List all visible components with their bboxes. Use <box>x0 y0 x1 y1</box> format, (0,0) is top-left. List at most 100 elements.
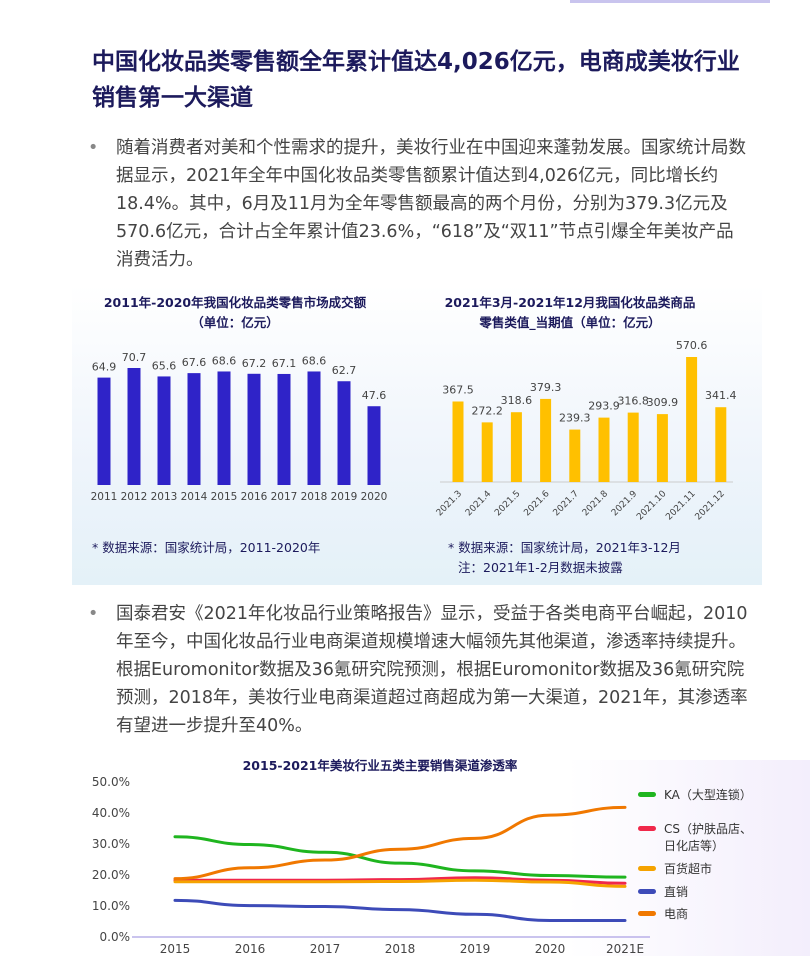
data-label: 67.6 <box>182 356 207 369</box>
legend-label: CS（护肤品店、 <box>664 822 752 836</box>
legend-item-ecommerce: 电商 <box>638 905 752 927</box>
bar <box>540 398 552 482</box>
legend-label: 百货超市 <box>664 862 713 876</box>
y-tick-label: 30.0% <box>92 837 130 851</box>
x-tick-label: 2014 <box>181 491 208 503</box>
bar <box>217 371 231 485</box>
chart3-legend: KA（大型连锁） CS（护肤品店、 日化店等） 百货超市 直销 电商 <box>638 786 752 927</box>
x-tick-label: 2021.4 <box>464 489 494 519</box>
x-tick-label: 2021E <box>606 942 644 956</box>
data-label: 367.5 <box>442 383 474 396</box>
data-label: 47.6 <box>362 389 387 402</box>
data-label: 316.8 <box>617 395 649 408</box>
bar <box>277 373 291 485</box>
data-label: 68.6 <box>302 354 327 367</box>
data-label: 341.4 <box>705 389 737 402</box>
bar <box>452 401 464 482</box>
legend-item-direct-sales: 直销 <box>638 883 752 905</box>
bar <box>715 407 727 482</box>
paragraph-2: • 国泰君安《2021年化妆品行业策略报告》显示，受益于各类电商平台崛起，201… <box>88 600 748 740</box>
y-tick-label: 0.0% <box>100 930 131 944</box>
legend-swatch <box>638 866 656 871</box>
x-tick-label: 2015 <box>211 491 238 503</box>
chart3-title: 2015-2021年美妆行业五类主要销售渠道渗透率 <box>242 758 518 773</box>
legend-swatch <box>638 911 656 916</box>
bar <box>686 357 698 482</box>
bar <box>307 371 321 485</box>
legend-swatch <box>638 792 656 797</box>
bar <box>656 414 668 482</box>
legend-item-cs: CS（护肤品店、 日化店等） <box>638 820 752 860</box>
data-label: 570.6 <box>676 339 708 352</box>
x-tick-label: 2021.10 <box>635 489 669 523</box>
x-tick-label: 2021.11 <box>664 489 697 522</box>
bar <box>367 406 381 485</box>
bar <box>97 377 111 485</box>
x-tick-label: 2021.12 <box>694 489 727 522</box>
x-tick-label: 2011 <box>91 491 118 503</box>
data-label: 62.7 <box>332 364 357 377</box>
data-label: 309.9 <box>647 396 679 409</box>
data-label: 70.7 <box>122 351 147 364</box>
data-label: 67.1 <box>272 357 297 370</box>
bar <box>187 373 201 485</box>
bar <box>481 422 493 482</box>
page-title: 中国化妆品类零售额全年累计值达4,026亿元，电商成美妆行业销售第一大渠道 <box>92 49 740 111</box>
legend-label: KA（大型连锁） <box>664 788 752 802</box>
chart1-title-line: 2011年-2020年我国化妆品类零售市场成交额 <box>103 295 367 310</box>
data-label: 379.3 <box>530 381 562 394</box>
x-tick-label: 2018 <box>301 491 328 503</box>
legend-item-ka: KA（大型连锁） <box>638 786 752 820</box>
legend-swatch <box>638 889 656 894</box>
bullet-icon: • <box>88 604 99 624</box>
chart2-title-line: 2021年3月-2021年12月我国化妆品类商品 <box>444 295 696 310</box>
legend-label: 直销 <box>664 885 689 899</box>
x-tick-label: 2020 <box>361 491 388 503</box>
chart2-source-note: * 数据来源：国家统计局，2021年3-12月 <box>448 540 681 555</box>
legend-label: 日化店等） <box>664 839 725 853</box>
y-tick-label: 50.0% <box>92 775 130 789</box>
bar <box>510 412 522 482</box>
bar <box>569 429 581 482</box>
series-line <box>173 878 627 888</box>
x-tick-label: 2021.7 <box>552 489 581 518</box>
paragraph-text: 随着消费者对美和个性需求的提升，美妆行业在中国迎来蓬勃发展。国家统计局数据显示，… <box>116 138 746 270</box>
bullet-icon: • <box>88 138 99 158</box>
x-tick-label: 2021.9 <box>610 489 640 519</box>
bar <box>627 412 639 482</box>
x-tick-label: 2012 <box>121 491 148 503</box>
bar <box>598 417 610 482</box>
series-line <box>173 835 627 879</box>
bar <box>127 368 141 485</box>
data-label: 272.2 <box>471 404 503 417</box>
legend-label: 电商 <box>664 907 689 921</box>
top-accent-bar <box>570 0 770 3</box>
paragraph-text: 国泰君安《2021年化妆品行业策略报告》显示，受益于各类电商平台崛起，2010年… <box>116 604 748 736</box>
data-label: 318.6 <box>501 394 533 407</box>
x-tick-label: 2018 <box>385 942 416 956</box>
background-glow <box>0 760 810 956</box>
paragraph-1: • 随着消费者对美和个性需求的提升，美妆行业在中国迎来蓬勃发展。国家统计局数据显… <box>88 134 748 274</box>
bar <box>337 381 351 485</box>
x-tick-label: 2021.6 <box>522 489 552 519</box>
bar <box>247 373 261 485</box>
x-tick-label: 2013 <box>151 491 178 503</box>
x-tick-label: 2021.8 <box>581 489 611 519</box>
x-tick-label: 2021.3 <box>435 489 464 518</box>
data-label: 65.6 <box>152 359 177 372</box>
chart2-title-line: 零售类值_当期值（单位：亿元） <box>479 315 661 330</box>
charts-panel <box>72 285 762 585</box>
data-label: 293.9 <box>588 400 620 413</box>
x-tick-label: 2016 <box>235 942 266 956</box>
chart1-title: 2011年-2020年我国化妆品类零售市场成交额 （单位：亿元） <box>80 293 390 333</box>
x-tick-label: 2019 <box>331 491 358 503</box>
x-tick-label: 2021.5 <box>493 489 522 518</box>
x-tick-label: 2017 <box>310 942 341 956</box>
data-label: 68.6 <box>212 354 237 367</box>
x-tick-label: 2017 <box>271 491 298 503</box>
x-tick-label: 2015 <box>160 942 191 956</box>
chart1-title-line: （单位：亿元） <box>191 315 279 330</box>
legend-swatch <box>638 826 656 831</box>
data-label: 64.9 <box>92 361 117 374</box>
